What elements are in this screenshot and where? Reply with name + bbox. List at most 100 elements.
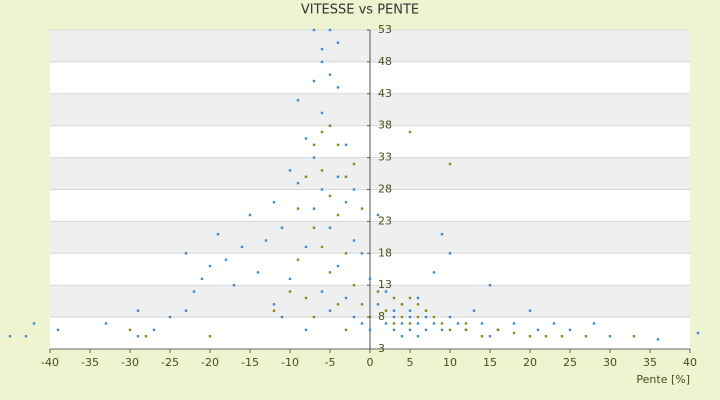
x-tick-label: -5	[325, 356, 336, 369]
point	[488, 284, 492, 287]
point	[448, 162, 452, 166]
y-tick-label: 48	[378, 55, 392, 68]
point	[136, 309, 140, 312]
point	[608, 335, 612, 338]
point	[376, 213, 380, 217]
point	[472, 309, 476, 312]
point	[128, 328, 132, 332]
point	[264, 239, 268, 242]
x-tick-label: 10	[443, 356, 457, 369]
point	[288, 290, 292, 293]
point	[328, 28, 332, 32]
point	[336, 41, 340, 44]
point	[296, 181, 300, 185]
point	[440, 232, 444, 236]
point	[344, 143, 348, 147]
point	[408, 322, 412, 325]
point	[368, 277, 372, 281]
point	[480, 322, 484, 325]
point	[424, 315, 428, 319]
point	[632, 335, 636, 338]
point	[360, 252, 364, 255]
x-tick-label: 40	[683, 356, 697, 369]
point	[344, 175, 348, 178]
point	[192, 290, 196, 293]
point	[488, 335, 492, 338]
point	[304, 245, 308, 249]
x-tick-label: -25	[161, 356, 179, 369]
y-tick-label: 3	[378, 342, 385, 355]
x-tick-label: 20	[523, 356, 537, 369]
point	[424, 309, 428, 312]
point	[272, 303, 276, 306]
point	[312, 207, 316, 210]
point	[320, 111, 324, 115]
x-tick-label: -15	[241, 356, 259, 369]
point	[360, 303, 364, 306]
point	[56, 328, 60, 332]
point	[544, 335, 548, 338]
point	[312, 79, 316, 83]
point	[376, 290, 380, 293]
point	[320, 47, 324, 51]
point	[368, 328, 372, 332]
point	[392, 315, 396, 319]
point	[384, 309, 388, 312]
point	[352, 284, 356, 287]
point	[136, 335, 140, 338]
chart-title: VITESSE vs PENTE	[301, 3, 419, 18]
point	[320, 60, 324, 64]
point	[512, 331, 516, 335]
point	[328, 73, 332, 76]
point	[360, 207, 364, 210]
point	[32, 322, 36, 325]
point	[464, 322, 468, 325]
point	[400, 322, 404, 325]
point	[312, 28, 316, 32]
point	[280, 226, 284, 229]
point	[336, 213, 340, 217]
point	[320, 290, 324, 293]
point	[208, 335, 212, 338]
point	[272, 201, 276, 204]
point	[328, 271, 332, 274]
point	[528, 335, 532, 338]
point	[168, 315, 172, 319]
point	[248, 213, 252, 217]
point	[312, 143, 316, 147]
point	[328, 194, 332, 198]
point	[384, 290, 388, 293]
point	[464, 328, 468, 332]
point	[352, 162, 356, 166]
point	[304, 328, 308, 332]
point	[240, 245, 244, 249]
point	[408, 315, 412, 319]
point	[296, 207, 300, 210]
point	[344, 328, 348, 332]
point	[336, 303, 340, 306]
point	[432, 271, 436, 274]
x-tick-label: 35	[643, 356, 657, 369]
point	[208, 264, 212, 268]
point	[344, 252, 348, 255]
point	[456, 322, 460, 325]
point	[344, 201, 348, 204]
point	[152, 328, 156, 332]
point	[312, 156, 316, 159]
x-tick-label: 0	[367, 356, 374, 369]
point	[296, 258, 300, 261]
point	[328, 124, 332, 127]
point	[392, 322, 396, 325]
point	[584, 335, 588, 338]
point	[320, 245, 324, 249]
x-tick-label: -40	[41, 356, 59, 369]
point	[280, 315, 284, 319]
y-tick-label: 38	[378, 119, 392, 132]
point	[328, 309, 332, 312]
point	[408, 296, 412, 300]
point	[528, 309, 532, 312]
point	[336, 175, 340, 178]
point	[312, 226, 316, 229]
point	[384, 322, 388, 325]
point	[184, 252, 188, 255]
